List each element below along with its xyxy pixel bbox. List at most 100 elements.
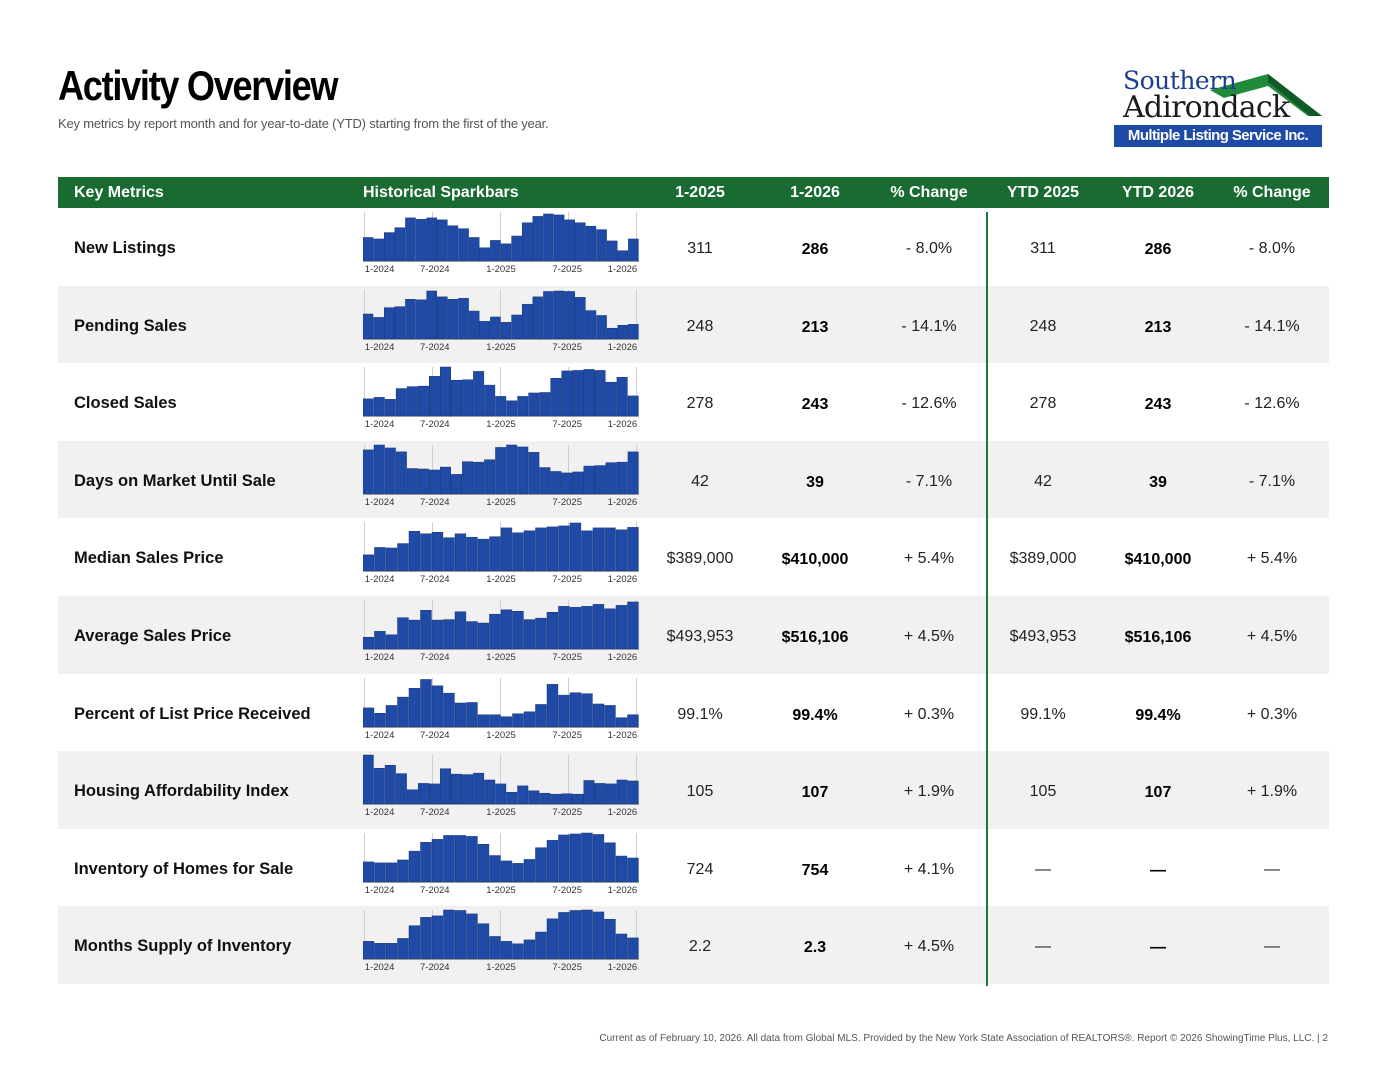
sparkbar-tick-label: 1-2025 xyxy=(486,574,516,584)
sparkbar-tick-label: 7-2025 xyxy=(552,419,582,429)
sparkbar-bar xyxy=(523,530,536,572)
cell-pct-change: - 7.1% xyxy=(905,472,953,490)
sparkbar-bar xyxy=(489,936,501,960)
sparkbar-bar xyxy=(473,773,485,805)
cell-pct-change: + 5.4% xyxy=(903,550,955,568)
sparkbar-bar xyxy=(406,386,418,417)
sparkbar-bar xyxy=(546,683,559,727)
sparkbar-tick-label: 1-2025 xyxy=(486,264,516,274)
sparkbar-bar xyxy=(550,378,562,417)
sparkbar-bar xyxy=(569,523,582,572)
sparkbar-bar xyxy=(383,306,395,339)
sparkbar-bar xyxy=(550,470,562,495)
sparkbar-tick-label: 1-2024 xyxy=(365,342,395,352)
sparkbar-bar xyxy=(405,217,416,262)
sparkbar-bar xyxy=(490,316,501,339)
sparkbar-bar xyxy=(506,792,518,805)
sparkbar-tick-label: 1-2026 xyxy=(608,730,638,740)
sparkbar-chart: 1-2024 7-2024 1-2025 7-2025 1-2026 xyxy=(363,754,639,817)
cell-month-2025: $493,953 xyxy=(666,627,734,645)
sparkbar-bar xyxy=(408,925,421,960)
sparkbar-bar xyxy=(500,716,513,727)
cell-month-2026: 2.3 xyxy=(803,939,827,957)
header-pct-change: % Change xyxy=(890,184,968,201)
cell-month-2026: 243 xyxy=(801,396,829,414)
sparkbar-bar xyxy=(363,636,375,650)
sparkbar-tick-label: 7-2025 xyxy=(552,574,582,584)
cell-month-2026: 286 xyxy=(801,241,829,258)
sparkbar-bar xyxy=(477,843,490,882)
sparkbar-bar xyxy=(517,785,529,805)
sparkbar-chart: 1-2024 7-2024 1-2025 7-2025 1-2026 xyxy=(363,599,639,662)
metric-label: Median Sales Price xyxy=(74,549,224,568)
sparkbar-bar xyxy=(454,533,467,572)
sparkbar-tick-label: 7-2024 xyxy=(420,497,450,507)
sparkbar-bar xyxy=(627,527,639,572)
sparkbar-bar xyxy=(546,918,559,960)
sparkbar-tick-label: 1-2024 xyxy=(365,962,395,972)
sparkbar-tick-label: 1-2024 xyxy=(365,419,395,429)
cell-ytd-2026: 99.4% xyxy=(1135,706,1181,724)
cell-month-2026: 754 xyxy=(801,861,829,879)
sparkbar-bar xyxy=(395,773,407,805)
cell-pct-change: - 12.6% xyxy=(901,395,957,413)
sparkbar-bar xyxy=(437,219,448,262)
sparkbar-bar xyxy=(616,779,628,805)
sparkbar-bar xyxy=(500,321,512,339)
sparkbar-bar xyxy=(569,910,582,960)
sparkbar-bar xyxy=(558,606,570,650)
sparkbar-tick-label: 7-2025 xyxy=(552,807,582,817)
cell-ytd-pct-change: — xyxy=(1264,938,1280,956)
cell-month-2025: $389,000 xyxy=(666,550,734,568)
sparkbar-bar xyxy=(468,237,480,262)
sparkbar-bar xyxy=(426,290,437,339)
sparkbar-bar xyxy=(523,858,536,882)
sparkbar-bar xyxy=(484,385,496,417)
sparkbar-bar xyxy=(454,834,467,882)
sparkbar-bar xyxy=(523,711,536,727)
sparkbar-bar xyxy=(374,943,386,960)
sparkbar-tick-label: 7-2025 xyxy=(552,652,582,662)
sparkbar-bar xyxy=(385,943,398,960)
sparkbar-tick-label: 7-2024 xyxy=(420,264,450,274)
sparkbar-bar xyxy=(569,692,582,727)
sparkbar-bar xyxy=(596,314,607,339)
sparkbar-tick-label: 7-2024 xyxy=(420,342,450,352)
sparkbar-bar xyxy=(615,529,628,572)
sparkbar-bar xyxy=(583,369,595,417)
sparkbar-bar xyxy=(451,380,463,417)
sparkbar-bar xyxy=(373,316,384,339)
sparkbar-bar xyxy=(462,461,474,495)
table-row: Pending Sales 1-2024 7-2024 1-2025 7-2025 1-2… xyxy=(58,285,1329,364)
cell-pct-change: - 14.1% xyxy=(901,317,957,335)
sparkbar-bar xyxy=(397,696,409,727)
sparkbar-bar xyxy=(604,608,616,650)
sparkbar-chart: 1-2024 7-2024 1-2025 7-2025 1-2026 xyxy=(363,444,639,507)
sparkbar-bar xyxy=(415,299,427,339)
cell-month-2026: 99.4% xyxy=(792,706,838,724)
sparkbar-bar xyxy=(517,446,529,495)
sparkbar-tick-label: 1-2025 xyxy=(486,419,516,429)
ytd-divider xyxy=(986,212,988,986)
sparkbar-bar xyxy=(383,232,395,262)
sparkbar-bar xyxy=(394,227,406,262)
sparkbar-bar xyxy=(572,794,584,805)
sparkbar-bar xyxy=(408,687,421,727)
sparkbar-bar xyxy=(627,938,639,960)
sparkbar-tick-label: 7-2025 xyxy=(552,885,582,895)
sparkbar-bar xyxy=(477,539,490,572)
sparkbar-bar xyxy=(528,790,540,805)
sparkbar-tick-label: 7-2024 xyxy=(420,419,450,429)
sparkbar-bar xyxy=(512,532,524,572)
sparkbar-bar xyxy=(532,296,544,339)
sparkbar-bar xyxy=(363,707,375,727)
sparkbar-bar xyxy=(408,531,421,572)
sparkbar-bar xyxy=(454,702,467,727)
sparkbar-bar xyxy=(558,694,570,727)
sparkbar-bar xyxy=(585,309,597,339)
sparkbar-tick-label: 7-2025 xyxy=(552,264,582,274)
sparkbar-bar xyxy=(500,609,513,650)
header-sparkbars: Historical Sparkbars xyxy=(363,184,519,201)
cell-pct-change: + 1.9% xyxy=(903,783,955,801)
sparkbar-bar xyxy=(394,306,406,339)
